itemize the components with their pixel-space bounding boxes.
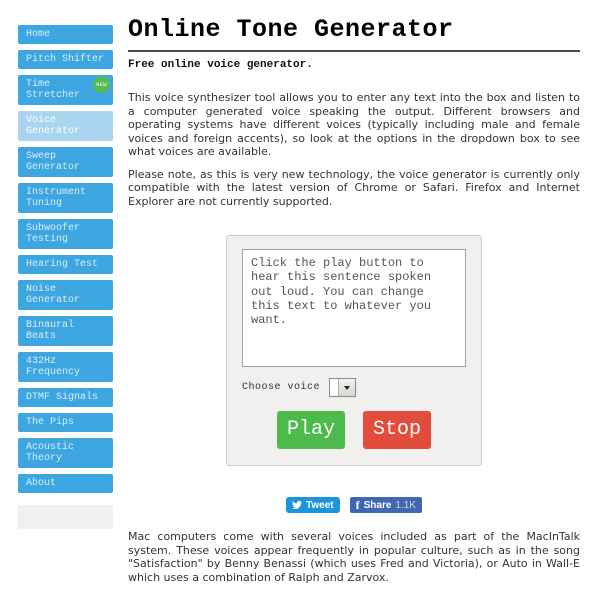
sidebar-item-voice-generator[interactable]: Voice Generator <box>18 111 113 141</box>
sidebar-nav: Home Pitch Shifter Time Stretcher NEW Voi… <box>18 25 113 529</box>
sidebar-item-label: 432Hz Frequency <box>26 356 81 378</box>
sidebar-ad-placeholder <box>18 505 113 529</box>
sidebar-item-subwoofer-testing[interactable]: Subwoofer Testing <box>18 219 113 249</box>
tweet-button-label: Tweet <box>306 499 334 511</box>
dropdown-arrow-button[interactable] <box>338 379 356 396</box>
note-paragraph: Please note, as this is very new technol… <box>128 167 580 208</box>
sidebar-item-label: Time Stretcher <box>26 79 81 101</box>
title-divider <box>128 50 580 52</box>
sidebar-item-the-pips[interactable]: The Pips <box>18 413 113 432</box>
sidebar-item-label: Voice Generator <box>26 115 81 137</box>
stop-button[interactable]: Stop <box>363 411 432 449</box>
sidebar-item-pitch-shifter[interactable]: Pitch Shifter <box>18 50 113 69</box>
new-badge: NEW <box>93 76 110 93</box>
sidebar-item-label: The Pips <box>26 417 75 428</box>
sidebar-item-label: Noise Generator <box>26 284 81 306</box>
sidebar-item-hearing-test[interactable]: Hearing Test <box>18 255 113 274</box>
social-share-row: Tweet f Share 1.1K <box>128 497 580 513</box>
share-button-label: Share <box>363 499 392 511</box>
intro-paragraph: This voice synthesizer tool allows you t… <box>128 91 580 158</box>
sidebar-item-432hz-frequency[interactable]: 432Hz Frequency <box>18 352 113 382</box>
sidebar-item-label: Pitch Shifter <box>26 54 105 65</box>
sidebar-item-noise-generator[interactable]: Noise Generator <box>18 280 113 310</box>
sidebar-item-dtmf-signals[interactable]: DTMF Signals <box>18 388 113 407</box>
playback-buttons-row: Play Stop <box>242 411 466 449</box>
footer-paragraph: Mac computers come with several voices i… <box>128 530 580 584</box>
twitter-bird-icon <box>292 500 302 510</box>
choose-voice-label: Choose voice <box>242 382 321 393</box>
tweet-button[interactable]: Tweet <box>286 497 340 513</box>
sidebar-item-label: Instrument Tuning <box>26 187 87 209</box>
sidebar-item-binaural-beats[interactable]: Binaural Beats <box>18 316 113 346</box>
voice-select-row: Choose voice <box>242 378 466 397</box>
facebook-f-icon: f <box>355 498 360 512</box>
speech-text-input[interactable]: Click the play button to hear this sente… <box>242 249 466 367</box>
sidebar-item-label: Sweep Generator <box>26 151 81 173</box>
sidebar-item-acoustic-theory[interactable]: Acoustic Theory <box>18 438 113 468</box>
main-content: Online Tone Generator Free online voice … <box>128 16 580 584</box>
voice-select-dropdown[interactable] <box>329 378 357 397</box>
sidebar-item-time-stretcher[interactable]: Time Stretcher NEW <box>18 75 113 105</box>
sidebar-item-label: About <box>26 478 57 489</box>
sidebar-item-about[interactable]: About <box>18 474 113 493</box>
sidebar-item-sweep-generator[interactable]: Sweep Generator <box>18 147 113 177</box>
facebook-share-button[interactable]: f Share 1.1K <box>349 497 422 513</box>
sidebar-item-home[interactable]: Home <box>18 25 113 44</box>
voice-generator-tool: Click the play button to hear this sente… <box>226 235 482 466</box>
sidebar-item-label: Hearing Test <box>26 259 99 270</box>
sidebar-item-label: DTMF Signals <box>26 392 99 403</box>
page-title: Online Tone Generator <box>128 15 454 44</box>
sidebar-item-instrument-tuning[interactable]: Instrument Tuning <box>18 183 113 213</box>
page-subtitle: Free online voice generator. <box>128 59 313 71</box>
sidebar-item-label: Acoustic Theory <box>26 442 75 464</box>
play-button[interactable]: Play <box>276 411 345 449</box>
chevron-down-icon <box>344 385 351 390</box>
share-count: 1.1K <box>395 499 416 511</box>
sidebar-item-label: Home <box>26 29 51 40</box>
sidebar-item-label: Subwoofer Testing <box>26 223 81 245</box>
sidebar-item-label: Binaural Beats <box>26 320 75 342</box>
